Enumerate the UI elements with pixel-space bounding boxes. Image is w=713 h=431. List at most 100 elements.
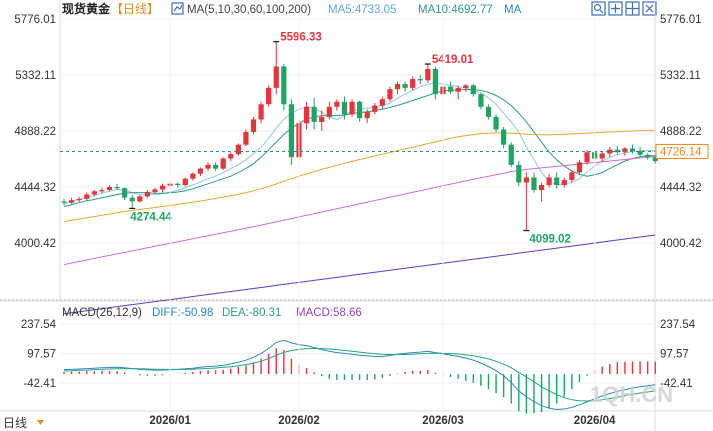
grid-icon[interactable] [625, 1, 640, 16]
candle [190, 172, 196, 181]
candle-body [538, 185, 545, 191]
candle [387, 86, 393, 102]
ma10-value: MA10:4692.77 [418, 4, 493, 16]
candle-body [569, 172, 575, 180]
candle [341, 96, 348, 120]
candle-body [281, 66, 287, 105]
candle-body [303, 106, 310, 124]
candle [645, 153, 651, 160]
price-tick-right: 5776.01 [660, 14, 702, 26]
price-tick-right: 4888.22 [660, 126, 702, 138]
candle [546, 173, 552, 188]
candle-body [425, 68, 431, 81]
candle-body [144, 191, 150, 197]
candle [122, 187, 128, 201]
candle [258, 101, 264, 124]
candle-body [84, 194, 90, 199]
candle [281, 63, 287, 111]
chart-header: 现货黄金 【日线】 MA(5,10,30,60,100,200) MA5:473… [62, 1, 522, 16]
candle [463, 84, 469, 92]
candle [402, 81, 408, 92]
candle-body [599, 153, 605, 159]
candle [447, 81, 454, 95]
caret-down-icon [37, 420, 44, 425]
period-tag[interactable]: 【日线】 [111, 2, 159, 16]
candle-body [387, 89, 393, 100]
candle-body [493, 116, 499, 130]
candle [106, 185, 113, 192]
candle [576, 159, 583, 175]
price-tick-left: 4444.32 [14, 182, 56, 194]
candle [394, 81, 401, 95]
candle [523, 172, 529, 231]
macd-tick-left: 97.57 [27, 348, 56, 360]
candle [152, 187, 158, 194]
price-tick-left: 5332.11 [15, 70, 56, 82]
period-button-label: 日线 [3, 416, 27, 430]
candle-body [554, 177, 560, 186]
candle-body [137, 196, 143, 202]
candle-body [152, 189, 158, 192]
candle [144, 190, 150, 199]
candle-body [584, 152, 590, 163]
candle-body [523, 177, 529, 183]
ma-toggle-icon[interactable] [171, 2, 184, 15]
candle-body [213, 164, 219, 169]
macd-tick-right: 237.54 [660, 319, 696, 331]
magnifier-icon[interactable] [591, 1, 606, 16]
crosshair-icon[interactable] [608, 1, 623, 16]
candle [493, 114, 499, 133]
candle [114, 183, 120, 191]
macd-histogram [63, 348, 656, 414]
ma-line-ma30 [63, 129, 656, 223]
macd-header: MACD(26,12,9) DIFF:-50.98 DEA:-80.31 MAC… [62, 307, 362, 319]
candle-body [501, 129, 507, 145]
candle [470, 84, 476, 97]
candle-body [91, 191, 97, 195]
price-axis-left: 5776.01 5332.11 4888.22 4444.32 4000.42 [14, 14, 56, 250]
candle-body [311, 106, 317, 122]
candle-body [266, 87, 272, 105]
candle [455, 85, 461, 100]
current-price-line: 4726.14 [60, 143, 709, 159]
macd-tick-left: -42.41 [23, 378, 56, 390]
candle-body [364, 111, 370, 119]
macd-diff-value: DIFF:-50.98 [152, 307, 213, 319]
date-axis: 2026/01 2026/02 2026/03 2026/04 [149, 19, 616, 427]
candle-body [372, 105, 378, 112]
macd-axis-left: 237.54 97.57 -42.41 [21, 319, 57, 390]
ma-line-ma60 [63, 156, 656, 265]
macd-params: MACD(26,12,9) [62, 307, 142, 319]
price-tick-left: 5776.01 [14, 14, 56, 26]
candle [569, 169, 575, 183]
candle [554, 172, 560, 189]
candle-body [122, 188, 128, 198]
candle-body [114, 186, 120, 189]
candle [501, 126, 507, 149]
candle-body [652, 157, 658, 162]
date-tick: 2026/04 [574, 415, 616, 427]
candle [478, 92, 484, 110]
candle [250, 116, 257, 135]
candle-body [341, 101, 348, 115]
candle-body [607, 149, 613, 154]
candle-body [394, 84, 401, 90]
settings-icon[interactable] [642, 1, 657, 16]
candle [68, 197, 75, 204]
date-tick: 2026/03 [422, 415, 464, 427]
candle [266, 85, 272, 107]
candle [425, 64, 431, 83]
candle [379, 96, 385, 110]
candle-body [273, 66, 279, 88]
candle-body [68, 200, 75, 203]
period-button[interactable]: 日线 [0, 413, 46, 431]
candle-body [228, 154, 234, 159]
macd-tick-right: 97.57 [660, 348, 689, 360]
candle [288, 99, 294, 165]
macd-line-diff [63, 339, 656, 411]
candle [197, 167, 204, 177]
candle [303, 101, 310, 130]
candle [584, 149, 590, 165]
candle-body [614, 149, 620, 153]
